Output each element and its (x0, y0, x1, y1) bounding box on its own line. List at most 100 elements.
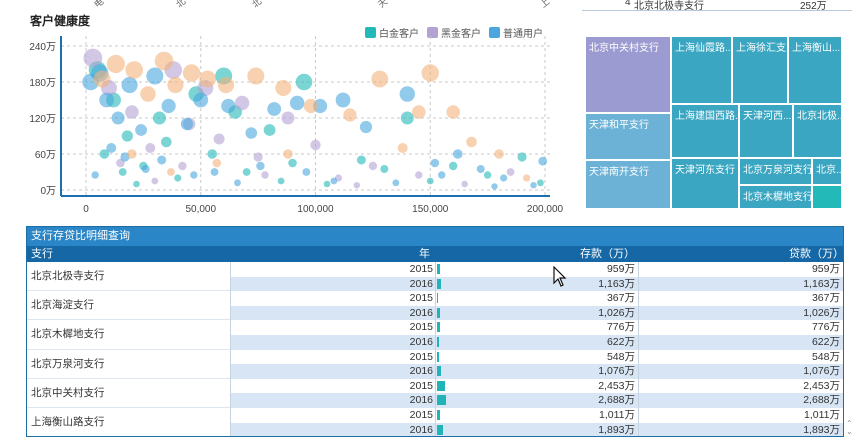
scatter-point[interactable] (302, 168, 311, 176)
scatter-point[interactable] (135, 124, 147, 136)
scatter-point[interactable] (426, 177, 434, 185)
scatter-point[interactable] (449, 161, 458, 171)
scatter-point[interactable] (193, 92, 209, 108)
scatter-point[interactable] (411, 105, 426, 119)
scatter-point[interactable] (174, 174, 182, 182)
scatter-point[interactable] (371, 70, 389, 88)
scatter-point[interactable] (461, 180, 468, 188)
scatter-point[interactable] (537, 179, 544, 187)
scatter-point[interactable] (506, 168, 515, 176)
scatter-point[interactable] (154, 51, 174, 71)
header-branch[interactable]: 支行 (31, 248, 53, 260)
scatter-point[interactable] (133, 180, 140, 188)
scatter-point[interactable] (275, 80, 292, 96)
scatter-point[interactable] (483, 171, 492, 179)
treemap-cell[interactable]: 北京万泉河支行 (739, 158, 812, 185)
cell-branch[interactable]: 北京北极寺支行 (27, 262, 230, 292)
scatter-point[interactable] (530, 182, 537, 189)
scatter-point[interactable] (212, 158, 222, 168)
scatter-point[interactable] (199, 70, 217, 88)
scatter-point[interactable] (523, 174, 531, 182)
scatter-point[interactable] (210, 168, 219, 176)
header-deposit[interactable]: 存款（万） (580, 248, 635, 260)
scatter-point[interactable] (263, 124, 276, 136)
treemap-cell[interactable] (812, 185, 842, 209)
scatter-point[interactable] (106, 54, 125, 74)
scatter-point[interactable] (289, 95, 305, 111)
table-row[interactable]: 2016 1,163万 1,163万 (27, 276, 843, 292)
scatter-point[interactable] (335, 92, 351, 108)
scatter-point[interactable] (491, 183, 498, 190)
scatter-point[interactable] (151, 177, 159, 185)
scatter-point[interactable] (106, 143, 117, 153)
table-row[interactable]: 2016 1,893万 1,893万 (27, 422, 843, 436)
cell-branch[interactable]: 北京木樨地支行 (27, 320, 230, 350)
scatter-point[interactable] (213, 133, 225, 145)
scatter-point[interactable] (234, 179, 241, 187)
scatter-point[interactable] (234, 95, 250, 111)
scatter-point[interactable] (295, 73, 313, 91)
cell-branch[interactable]: 北京万泉河支行 (27, 349, 230, 379)
scatter-point[interactable] (125, 61, 143, 79)
table-row[interactable]: 2016 1,026万 1,026万 (27, 305, 843, 321)
scatter-point[interactable] (167, 168, 175, 176)
scatter-point[interactable] (245, 127, 258, 139)
scatter-point[interactable] (438, 171, 446, 179)
scatter-point[interactable] (99, 92, 115, 108)
scatter-point[interactable] (446, 105, 461, 119)
treemap-cell[interactable]: 北京... (812, 158, 842, 185)
scatter-point[interactable] (99, 149, 110, 159)
scatter-point[interactable] (146, 67, 164, 85)
scatter-point[interactable] (400, 111, 414, 125)
scatter-point[interactable] (157, 155, 167, 165)
scatter-point[interactable] (83, 48, 103, 68)
scatter-point[interactable] (359, 120, 373, 134)
treemap-cell[interactable]: 天津和平支行 (585, 113, 671, 160)
table-row[interactable]: 2015 776万 776万 (27, 320, 843, 335)
scatter-point[interactable] (118, 168, 127, 176)
scatter-point[interactable] (161, 98, 176, 114)
table-row[interactable]: 2015 2,453万 2,453万 (27, 378, 843, 394)
treemap-cell[interactable]: 上海徐汇支... (732, 36, 788, 104)
scatter-point[interactable] (399, 86, 415, 102)
scatter-point[interactable] (392, 179, 400, 187)
scatter-point[interactable] (141, 165, 150, 173)
scatter-point[interactable] (91, 171, 99, 179)
scatter-point[interactable] (217, 76, 235, 94)
scatter-point[interactable] (242, 168, 251, 176)
scatter-point[interactable] (182, 64, 201, 82)
cell-branch[interactable]: 北京海淀支行 (27, 291, 230, 321)
scatter-point[interactable] (500, 174, 508, 182)
treemap-cell[interactable]: 北京北极... (793, 104, 842, 158)
cell-branch[interactable]: 北京中关村支行 (27, 378, 230, 408)
scatter-point[interactable] (356, 155, 366, 165)
table-row[interactable]: 2015 1,011万 1,011万 (27, 407, 843, 423)
scatter-point[interactable] (517, 152, 527, 162)
cell-branch[interactable]: 上海衡山路支行 (27, 408, 230, 436)
scatter-point[interactable] (303, 98, 319, 114)
header-year[interactable]: 年 (419, 248, 430, 260)
scatter-point[interactable] (161, 136, 172, 148)
scroll-arrows-icon[interactable]: ⌃ ⌄ (846, 419, 853, 436)
table-row[interactable]: 2015 548万 548万 (27, 349, 843, 365)
treemap-cell[interactable]: 天津河东支行 (671, 158, 739, 209)
scatter-point[interactable] (190, 171, 198, 179)
scatter-point[interactable] (415, 171, 423, 179)
scatter-point[interactable] (145, 143, 156, 153)
scatter-point[interactable] (256, 161, 265, 171)
scatter-point[interactable] (343, 108, 357, 122)
scatter-point[interactable] (121, 76, 138, 94)
treemap-cell[interactable]: 北京木樨地支行 (739, 185, 812, 209)
table-row[interactable]: 2016 1,076万 1,076万 (27, 364, 843, 379)
scatter-point[interactable] (288, 158, 297, 168)
scatter-point[interactable] (167, 76, 184, 94)
treemap-cell[interactable]: 天津河西... (739, 104, 793, 158)
table-row[interactable]: 2015 959万 959万 (27, 262, 843, 277)
scatter-point[interactable] (247, 67, 265, 85)
scatter-point[interactable] (421, 64, 439, 82)
scatter-point[interactable] (261, 171, 269, 179)
scatter-point[interactable] (207, 149, 218, 159)
scatter-point[interactable] (310, 139, 321, 151)
scatter-point[interactable] (397, 143, 408, 153)
treemap-cell[interactable]: 北京中关村支行 (585, 36, 671, 113)
